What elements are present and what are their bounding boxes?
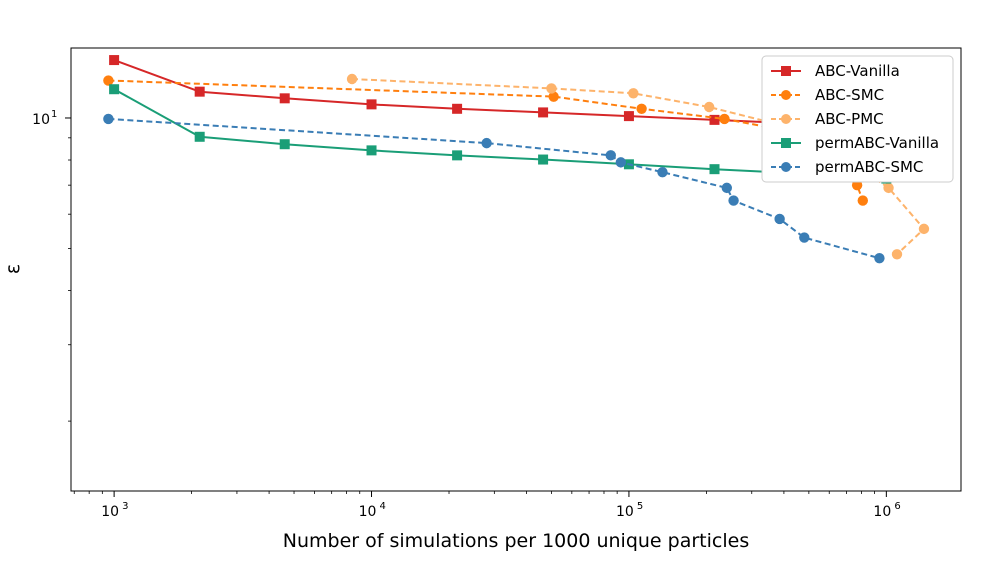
data-point-permabc-smc <box>481 137 492 149</box>
x-axis-label: Number of simulations per 1000 unique pa… <box>283 530 749 552</box>
y-tick-label: 10 <box>32 112 50 128</box>
data-point-abc-pmc <box>546 83 557 94</box>
data-point-abc-pmc <box>346 73 358 85</box>
data-point-permabc-smc <box>605 150 616 161</box>
data-point-permabc-vanilla <box>366 145 377 156</box>
x-tick-label: 10 <box>616 504 634 520</box>
data-point-abc-smc <box>103 75 114 86</box>
data-point-permabc-smc <box>721 182 733 194</box>
legend-marker-abc-vanilla <box>781 66 791 76</box>
series-line-abc-vanilla <box>113 59 887 129</box>
data-point-abc-vanilla <box>366 99 377 110</box>
data-point-permabc-vanilla <box>194 131 205 142</box>
data-point-abc-smc <box>857 195 868 206</box>
legend-item-abc-pmc: ABC-PMC <box>771 110 884 128</box>
legend-label-abc-vanilla: ABC-Vanilla <box>815 62 900 80</box>
data-point-permabc-smc <box>774 213 785 225</box>
data-point-permabc-smc <box>874 252 885 264</box>
y-axis-label: ε <box>2 264 24 274</box>
x-axis: 10 3 10 4 10 5 10 6 <box>73 491 901 520</box>
data-point-permabc-smc <box>657 166 668 178</box>
series-abc-vanilla <box>109 55 892 133</box>
y-tick-exponent: 1 <box>51 109 57 120</box>
data-point-permabc-vanilla <box>279 139 290 150</box>
series-permabc-smc <box>103 113 885 264</box>
x-tick-label: 10 <box>873 504 891 520</box>
x-tick-exponent: 3 <box>122 501 128 512</box>
x-tick-label: 10 <box>101 504 119 520</box>
data-point-permabc-vanilla <box>709 164 720 175</box>
data-point-abc-smc <box>636 103 647 114</box>
legend-marker-abc-pmc <box>781 114 791 124</box>
legend-label-permabc-smc: permABC-SMC <box>815 158 923 176</box>
data-point-abc-vanilla <box>452 103 463 114</box>
legend-item-abc-smc: ABC-SMC <box>771 86 884 104</box>
y-axis: 10 1 <box>32 109 71 422</box>
data-point-abc-vanilla <box>194 86 205 97</box>
legend-marker-permabc-vanilla <box>781 138 791 148</box>
data-point-permabc-smc <box>799 232 810 243</box>
data-point-permabc-vanilla <box>538 154 549 165</box>
legend-marker-permabc-smc <box>781 162 791 172</box>
legend-box <box>761 55 954 183</box>
legend: ABC-Vanilla ABC-SMC ABC-PMC permABC-Vani… <box>761 55 954 183</box>
series-line-permabc-smc <box>108 117 880 260</box>
legend-label-abc-pmc: ABC-PMC <box>815 110 884 128</box>
data-point-abc-smc <box>851 179 863 191</box>
data-point-permabc-vanilla <box>109 84 120 95</box>
x-tick-label: 10 <box>359 504 377 520</box>
x-tick-exponent: 5 <box>637 501 643 512</box>
data-point-abc-pmc <box>918 223 930 235</box>
data-point-permabc-smc <box>615 157 627 168</box>
legend-label-permabc-vanilla: permABC-Vanilla <box>815 134 939 152</box>
data-point-permabc-smc <box>728 195 739 206</box>
data-point-abc-pmc <box>628 88 639 99</box>
data-point-abc-smc <box>719 113 730 125</box>
plot-frame <box>70 47 962 492</box>
data-point-abc-pmc <box>883 182 894 194</box>
data-point-permabc-smc <box>103 113 114 125</box>
data-point-abc-vanilla <box>623 111 634 122</box>
legend-item-permabc-smc: permABC-SMC <box>771 158 923 176</box>
data-point-abc-vanilla <box>538 107 549 118</box>
x-tick-exponent: 4 <box>380 501 386 512</box>
x-tick-exponent: 6 <box>894 501 900 512</box>
data-point-permabc-vanilla <box>452 150 463 161</box>
legend-item-permabc-vanilla: permABC-Vanilla <box>771 134 939 152</box>
data-point-abc-vanilla <box>109 55 120 66</box>
series-line-permabc-vanilla <box>113 88 887 180</box>
legend-label-abc-smc: ABC-SMC <box>815 86 884 104</box>
data-point-abc-vanilla <box>279 93 290 104</box>
data-point-abc-pmc <box>703 101 715 113</box>
legend-item-abc-vanilla: ABC-Vanilla <box>771 62 900 80</box>
legend-marker-abc-smc <box>781 90 791 100</box>
data-point-abc-smc <box>548 91 559 102</box>
data-point-abc-vanilla <box>709 114 720 125</box>
data-point-abc-pmc <box>891 249 903 260</box>
